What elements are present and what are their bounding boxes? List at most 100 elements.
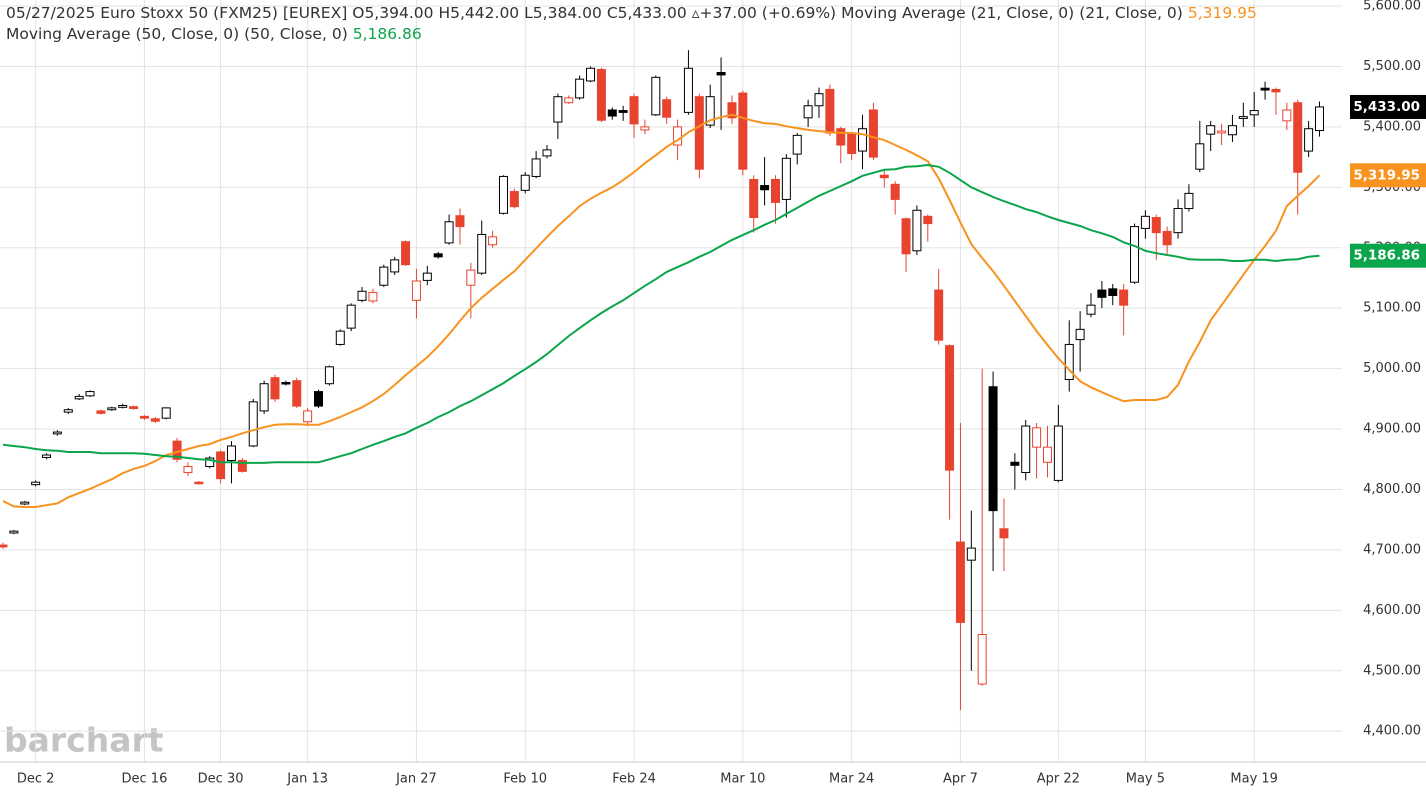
candle-body — [466, 269, 476, 286]
candle-body — [379, 266, 389, 286]
chart-title: 05/27/2025 Euro Stoxx 50 (FXM25) [EUREX] — [6, 4, 348, 22]
candle-body — [335, 330, 345, 345]
candle-body — [912, 209, 922, 252]
x-tick-label: Mar 10 — [720, 772, 765, 787]
x-tick-label: Jan 27 — [395, 772, 437, 787]
candle-body — [488, 236, 498, 246]
candle-body — [662, 99, 672, 118]
candle-body — [1282, 109, 1292, 122]
quote-close: C5,433.00 — [606, 4, 687, 22]
candle-body — [498, 175, 508, 214]
candle-body — [999, 528, 1009, 539]
watermark: barchart — [4, 721, 164, 760]
quote-change: ▵+37.00 (+0.69%) — [691, 4, 837, 22]
y-tick-label: 5,000.00 — [1363, 361, 1421, 376]
candle-body — [303, 410, 313, 423]
candle-body — [31, 481, 41, 486]
candle-body — [1032, 427, 1042, 448]
y-tick-label: 5,600.00 — [1363, 0, 1421, 14]
legend-row: 05/27/2025 Euro Stoxx 50 (FXM25) [EUREX]… — [6, 3, 1262, 24]
candle-body — [1097, 289, 1107, 298]
y-tick-label: 4,700.00 — [1363, 542, 1421, 557]
candle-body — [357, 290, 367, 301]
x-tick-label: Feb 10 — [503, 772, 547, 787]
candle-body — [792, 134, 802, 155]
candle-body — [955, 541, 965, 623]
candle-body — [988, 386, 998, 512]
candle-body — [226, 445, 236, 461]
x-tick-label: Dec 2 — [17, 772, 55, 787]
candle-body — [1042, 446, 1052, 463]
candle-body — [1206, 125, 1216, 135]
candle-body — [945, 345, 955, 471]
candle-body — [618, 110, 628, 113]
candle-body — [346, 304, 356, 329]
x-tick-label: Dec 30 — [198, 772, 244, 787]
candle-body — [673, 126, 683, 146]
candle-body — [694, 96, 704, 170]
candle-body — [1021, 425, 1031, 474]
candle-body — [85, 391, 95, 397]
candle-body — [63, 409, 73, 413]
price-badge — [1350, 163, 1426, 188]
x-tick-label: Apr 7 — [943, 772, 978, 787]
candle-body — [814, 93, 824, 107]
x-tick-label: Dec 16 — [122, 772, 168, 787]
x-tick-label: Apr 22 — [1037, 772, 1080, 787]
candle-body — [542, 149, 552, 157]
candle-body — [923, 215, 933, 225]
candle-body — [183, 466, 193, 474]
candle-body — [1217, 130, 1227, 134]
candle-body — [0, 544, 8, 548]
candle-body — [1184, 192, 1194, 209]
candle-body — [1064, 343, 1074, 380]
x-tick-label: May 5 — [1126, 772, 1165, 787]
candle-body — [216, 451, 226, 480]
candle-body — [1119, 289, 1129, 306]
candle-body — [868, 109, 878, 158]
candle-body — [324, 366, 334, 385]
candle-body — [42, 454, 52, 458]
candle-body — [1162, 230, 1172, 246]
legend-row: Moving Average (50, Close, 0) (50, Close,… — [6, 24, 1262, 45]
candle-body — [1260, 87, 1270, 91]
y-tick-label: 5,500.00 — [1363, 59, 1421, 74]
candle-body — [1238, 116, 1248, 119]
candle-body — [803, 105, 813, 119]
candle-body — [520, 174, 530, 191]
x-tick-label: Feb 24 — [612, 772, 656, 787]
candle-body — [9, 530, 19, 534]
candle-body — [651, 76, 661, 116]
y-tick-label: 4,900.00 — [1363, 422, 1421, 437]
candle-body — [248, 401, 258, 447]
candle-body — [401, 241, 411, 266]
y-tick-label: 4,500.00 — [1363, 663, 1421, 678]
y-tick-label: 5,400.00 — [1363, 119, 1421, 134]
candle-body — [575, 78, 585, 99]
candle-body — [411, 280, 421, 301]
candle-body — [477, 233, 487, 274]
candle-body — [509, 191, 519, 208]
candle-body — [890, 183, 900, 200]
candle-body — [858, 128, 868, 152]
candle-body — [118, 404, 128, 408]
price-badge-label: 5,186.86 — [1353, 248, 1420, 264]
candle-body — [107, 407, 117, 411]
x-tick-label: Mar 24 — [829, 772, 874, 787]
candle-body — [825, 88, 835, 134]
candle-body — [1140, 215, 1150, 229]
candle-body — [444, 221, 454, 244]
candle-body — [455, 215, 465, 228]
candle-body — [422, 272, 432, 281]
candle-body — [640, 126, 650, 131]
candle-body — [1293, 102, 1303, 173]
candle-body — [237, 459, 247, 472]
candle-body — [1249, 110, 1259, 116]
candle-body — [760, 185, 770, 191]
candle-body — [705, 96, 715, 126]
price-badge-label: 5,319.95 — [1353, 167, 1420, 183]
candle-body — [281, 382, 291, 385]
candle-body — [139, 415, 149, 419]
candle-body — [553, 96, 563, 123]
